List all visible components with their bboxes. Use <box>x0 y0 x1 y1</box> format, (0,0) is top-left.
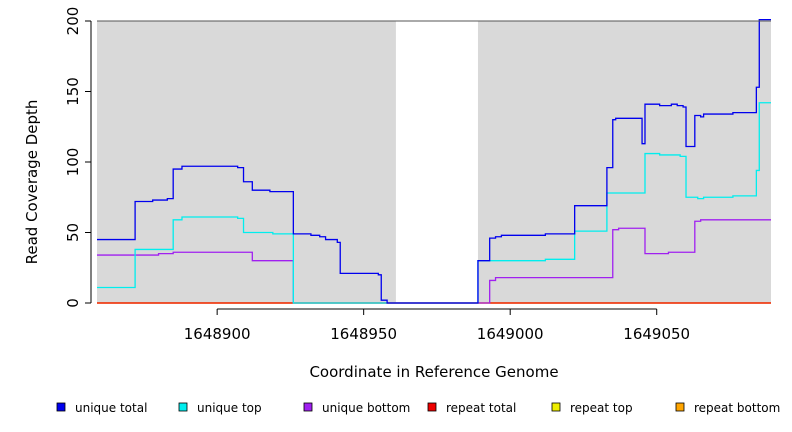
shaded-region-2 <box>477 21 771 303</box>
legend-swatch <box>178 402 188 412</box>
y-tick-label: 50 <box>64 223 82 242</box>
legend-item-repeat-bottom: repeat bottom <box>675 401 780 415</box>
y-axis-title: Read Coverage Depth <box>23 100 41 265</box>
legend-label: unique bottom <box>322 401 410 415</box>
legend-label: unique top <box>197 401 262 415</box>
legend-label: repeat top <box>570 401 633 415</box>
legend-swatch <box>675 402 685 412</box>
legend: unique total unique top unique bottom repea… <box>56 401 780 415</box>
x-tick-label: 1648950 <box>330 325 397 343</box>
legend-item-unique-top: unique top <box>178 401 262 415</box>
x-tick-label: 1649000 <box>477 325 544 343</box>
legend-swatch <box>551 402 561 412</box>
y-tick-label: 0 <box>64 298 82 308</box>
axes: 0 50 100 150 200 1648900 1648950 1649000 1649050 <box>64 7 690 343</box>
legend-item-unique-bottom: unique bottom <box>303 401 410 415</box>
legend-swatch <box>56 402 66 412</box>
shaded-regions <box>97 21 771 303</box>
legend-item-repeat-total: repeat total <box>427 401 516 415</box>
legend-label: unique total <box>75 401 147 415</box>
legend-swatch <box>427 402 437 412</box>
legend-label: repeat total <box>446 401 516 415</box>
y-tick-label: 100 <box>64 148 82 177</box>
series-line-unique-top <box>97 102 771 304</box>
series-lines <box>97 18 771 304</box>
legend-item-repeat-top: repeat top <box>551 401 633 415</box>
x-tick-label: 1649050 <box>623 325 690 343</box>
y-tick-label: 150 <box>64 77 82 106</box>
legend-item-unique-total: unique total <box>56 401 147 415</box>
y-tick-label: 200 <box>64 7 82 36</box>
legend-label: repeat bottom <box>694 401 780 415</box>
x-axis-title: Coordinate in Reference Genome <box>309 363 558 381</box>
series-line-unique-total <box>97 18 771 304</box>
x-tick-label: 1648900 <box>184 325 251 343</box>
legend-swatch <box>303 402 313 412</box>
shaded-region-1 <box>97 21 396 303</box>
series-line-unique-bottom <box>97 219 771 304</box>
